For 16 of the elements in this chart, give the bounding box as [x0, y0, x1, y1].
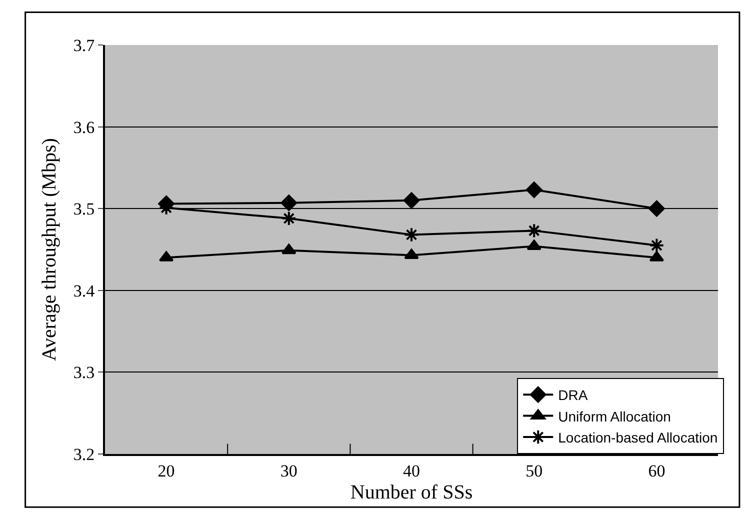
- x-tick-label: 50: [526, 461, 543, 480]
- y-tick-label: 3.4: [73, 281, 96, 300]
- legend-label: DRA: [558, 387, 588, 404]
- y-tick-label: 3.3: [73, 363, 95, 382]
- y-axis-title: Average throughput (Mbps): [38, 138, 60, 361]
- y-tick-label: 3.5: [73, 200, 95, 219]
- x-tick-label: 30: [280, 461, 298, 480]
- y-tick-label: 3.2: [73, 444, 95, 464]
- y-tick-label: 3.6: [73, 118, 95, 137]
- x-axis-title: Number of SSs: [350, 481, 473, 504]
- x-tick-label: 20: [158, 461, 175, 480]
- x-tick-label: 60: [648, 461, 666, 480]
- legend-label: Location-based Allocation: [558, 429, 718, 446]
- legend-label: Uniform Allocation: [558, 408, 671, 424]
- x-tick-label: 40: [403, 461, 420, 480]
- y-tick-label: 3.7: [73, 36, 96, 55]
